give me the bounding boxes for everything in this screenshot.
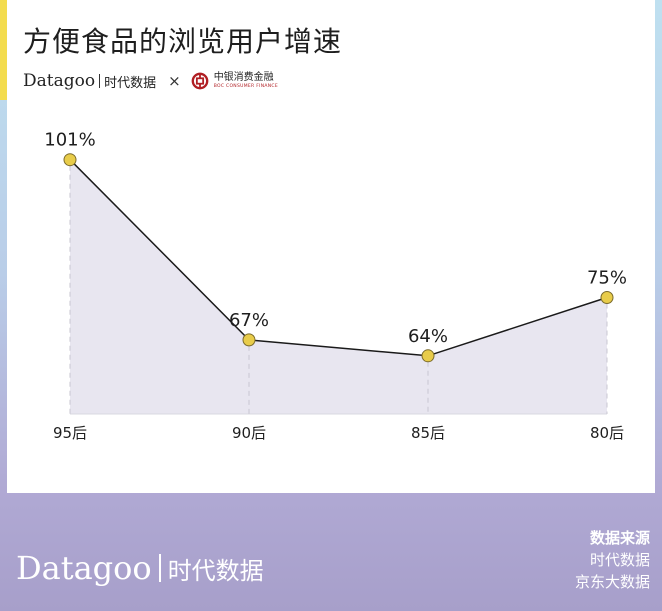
- data-source: 数据来源 时代数据 京东大数据: [575, 527, 650, 593]
- data-label: 67%: [229, 310, 269, 331]
- accent-bar: [0, 0, 7, 100]
- footer-datagoo-cn-name: 时代数据: [167, 556, 264, 585]
- data-point: [63, 153, 77, 167]
- boc-logo-icon: [191, 72, 209, 90]
- datagoo-logo: Datagoo: [23, 71, 96, 91]
- x-tick-label: 90后: [232, 424, 266, 442]
- series-line: [69, 159, 608, 357]
- header-logos: Datagoo 时代数据 × 中银消费金融 BOC CONSUMER FINAN…: [23, 70, 278, 92]
- times-icon: ×: [168, 72, 181, 90]
- data-label: 101%: [44, 130, 95, 151]
- data-point: [421, 349, 435, 363]
- logo-separator: [99, 74, 101, 88]
- x-tick-label: 85后: [411, 424, 445, 442]
- footer-datagoo-logo: Datagoo: [16, 549, 152, 587]
- datagoo-cn-name: 时代数据: [104, 75, 157, 91]
- source-item: 时代数据: [589, 551, 650, 569]
- data-label: 64%: [408, 326, 448, 347]
- x-tick-label: 95后: [53, 424, 87, 442]
- data-point: [242, 333, 256, 347]
- footer-brand: Datagoo 时代数据: [16, 548, 264, 588]
- source-item: 京东大数据: [574, 573, 650, 591]
- partner-en-name: BOC CONSUMER FINANCE: [213, 83, 279, 89]
- source-title: 数据来源: [589, 529, 650, 547]
- x-tick-label: 80后: [590, 424, 624, 442]
- boc-logo-text: 中银消费金融 BOC CONSUMER FINANCE: [213, 71, 279, 90]
- data-point: [600, 291, 614, 304]
- partner-cn-name: 中银消费金融: [213, 71, 274, 83]
- chart-title: 方便食品的浏览用户增速: [23, 25, 343, 58]
- data-label: 75%: [587, 268, 627, 289]
- area-fill: [70, 159, 607, 414]
- footer-logo-separator: [158, 554, 161, 582]
